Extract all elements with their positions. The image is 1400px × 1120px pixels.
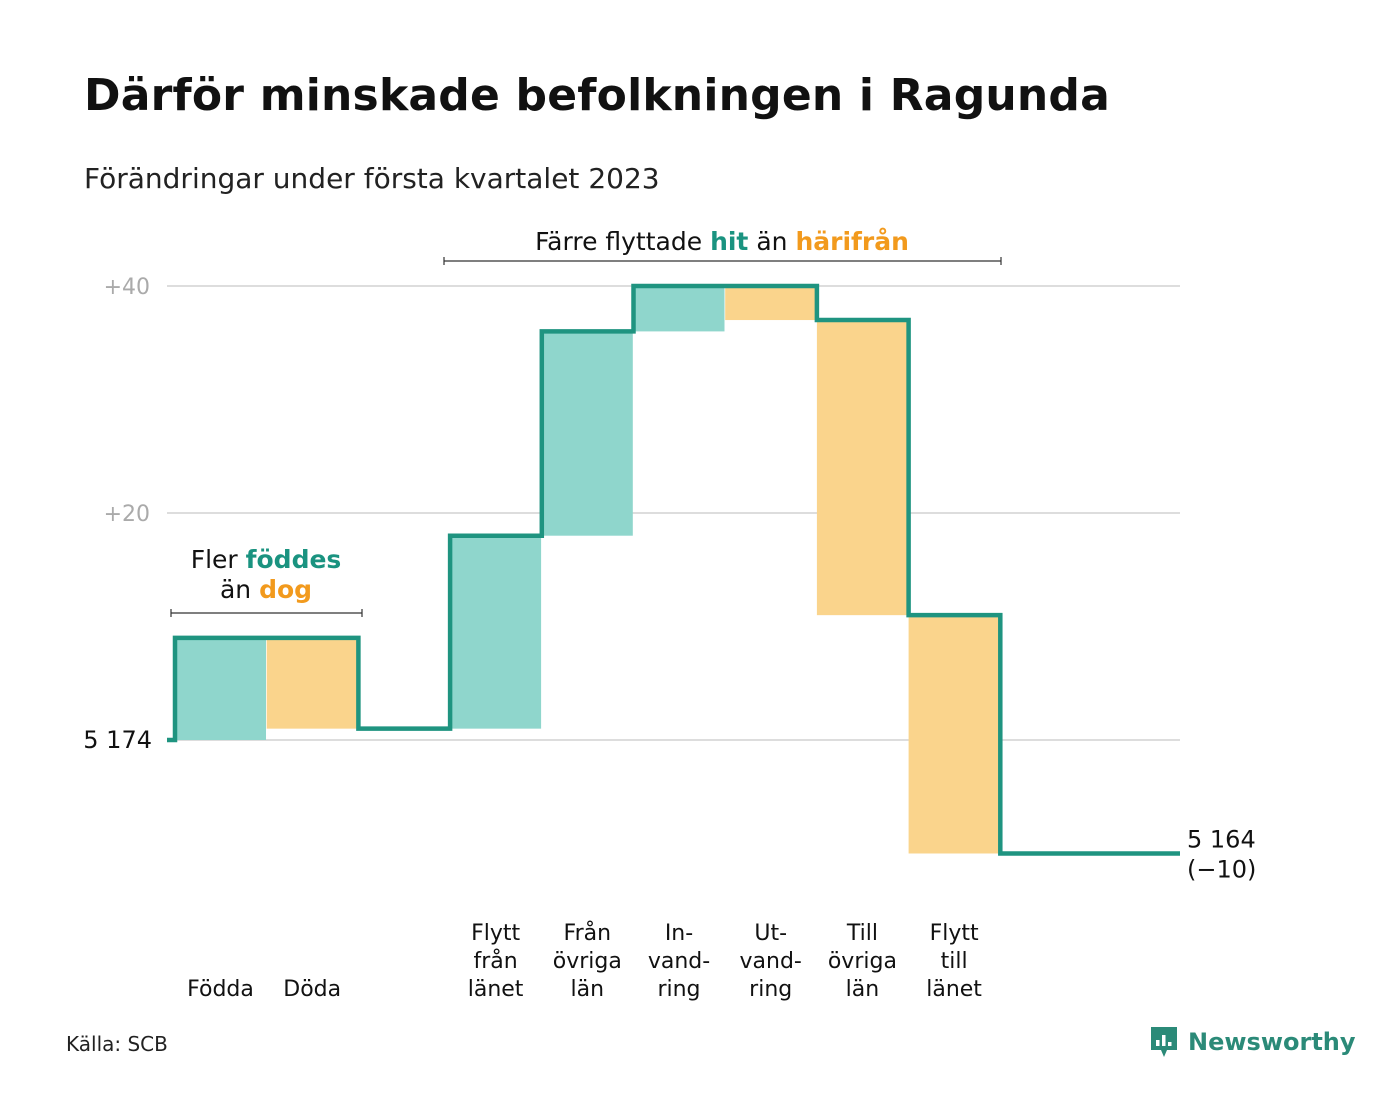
source-note: Källa: SCB xyxy=(66,1032,168,1056)
chart-subtitle: Förändringar under första kvartalet 2023 xyxy=(84,162,660,195)
newsworthy-logo[interactable]: Newsworthy xyxy=(1148,1024,1356,1060)
category-label: Flytt xyxy=(471,921,520,946)
category-label: länet xyxy=(468,977,524,1002)
category-label: län xyxy=(846,977,880,1002)
category-label: Ut- xyxy=(754,921,787,946)
end-change-label: (−10) xyxy=(1187,856,1256,884)
waterfall-bar xyxy=(633,286,725,332)
migration-annotation: Färre flyttade hit än härifrån xyxy=(535,227,909,256)
category-label: vand- xyxy=(740,949,802,974)
newsworthy-logo-icon xyxy=(1151,1027,1177,1057)
births-annotation-line1: Fler föddes xyxy=(191,545,342,574)
cumulative-step-line xyxy=(167,283,1180,856)
end-value-label: 5 164 xyxy=(1187,826,1256,854)
category-label: Flytt xyxy=(930,921,979,946)
y-tick-label: +20 xyxy=(104,502,150,527)
category-label: övriga xyxy=(828,949,897,974)
waterfall-bar xyxy=(541,331,633,536)
waterfall-bar xyxy=(266,637,358,729)
category-label: län xyxy=(571,977,605,1002)
category-label: Till xyxy=(846,921,878,946)
category-label: länet xyxy=(926,977,982,1002)
category-label: ring xyxy=(657,977,700,1002)
category-label: vand- xyxy=(648,949,710,974)
category-label: Döda xyxy=(283,977,341,1002)
category-label: från xyxy=(473,948,517,974)
category-label: Födda xyxy=(187,977,254,1002)
category-label: övriga xyxy=(553,949,622,974)
waterfall-bar xyxy=(450,535,542,729)
waterfall-bar xyxy=(908,615,1000,854)
waterfall-bar xyxy=(175,637,266,740)
y-tick-label: +40 xyxy=(104,275,150,300)
category-label: till xyxy=(941,949,968,974)
waterfall-bar xyxy=(816,320,908,616)
category-label: ring xyxy=(749,977,792,1002)
waterfall-bar xyxy=(725,286,817,321)
category-label: In- xyxy=(665,921,693,946)
category-label: Från xyxy=(564,920,612,946)
start-value-label: 5 174 xyxy=(83,726,152,754)
chart-title: Därför minskade befolkningen i Ragunda xyxy=(84,70,1111,121)
births-annotation-line2: än dog xyxy=(220,575,312,604)
logo-text: Newsworthy xyxy=(1188,1028,1356,1056)
